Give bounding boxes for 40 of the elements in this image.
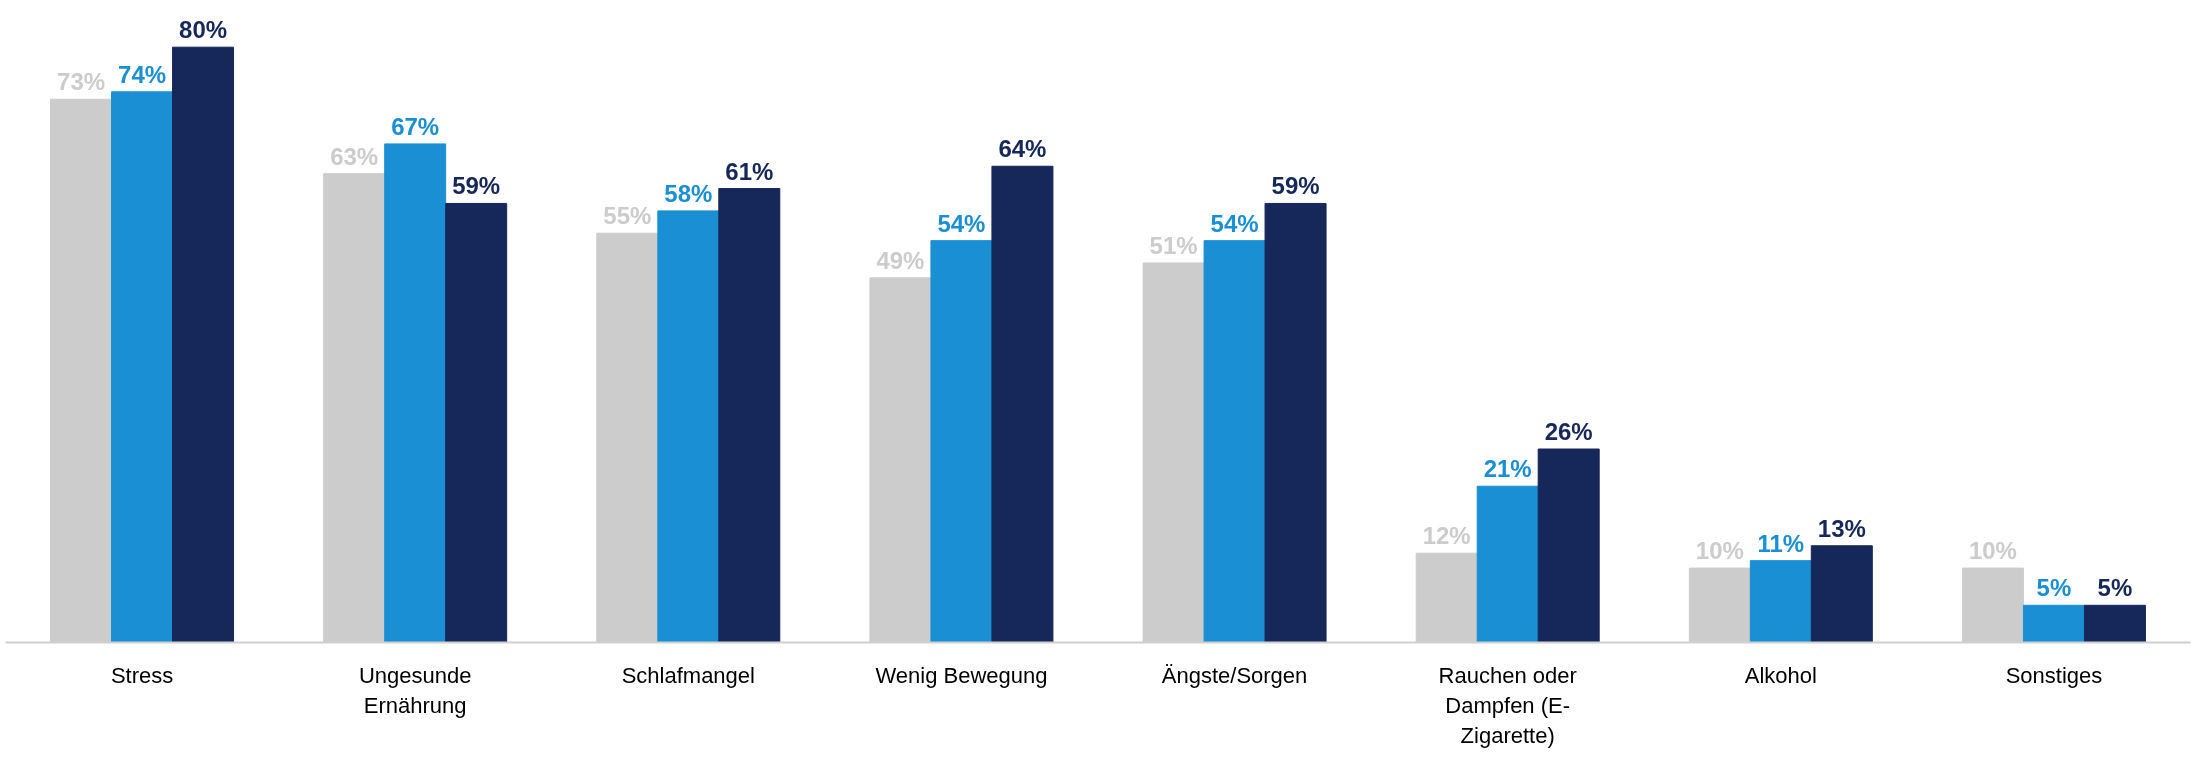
data-label: 54%	[1210, 209, 1259, 237]
data-label: 58%	[664, 179, 713, 207]
x-tick-label: Schlafmangel	[621, 662, 755, 688]
bar	[991, 165, 1054, 643]
x-tick-label: Wenig Bewegung	[875, 662, 1048, 688]
x-tick-label: Ungesunde Ernährung	[358, 662, 472, 718]
bar	[1203, 240, 1266, 643]
data-label: 67%	[391, 112, 440, 140]
data-label: 26%	[1544, 418, 1593, 446]
bar	[111, 91, 174, 643]
bar	[1537, 448, 1600, 643]
bar	[930, 240, 993, 643]
bar	[1810, 545, 1873, 643]
data-label: 11%	[1757, 529, 1805, 557]
bar	[172, 46, 235, 643]
data-label: 54%	[937, 209, 986, 237]
x-tick-label: Sonstiges	[2005, 662, 2103, 688]
data-label: 21%	[1483, 455, 1532, 483]
data-label: 5%	[2036, 574, 2072, 602]
data-label: 59%	[1271, 172, 1320, 200]
x-tick-label: Stress	[110, 662, 174, 688]
bar	[1264, 202, 1327, 643]
data-label: 13%	[1817, 514, 1866, 542]
bar	[2022, 604, 2085, 643]
data-label: 61%	[725, 157, 774, 185]
data-label: 74%	[118, 60, 167, 88]
bar	[2083, 604, 2146, 643]
bar	[718, 188, 781, 643]
bar	[1749, 560, 1812, 643]
data-label: 80%	[179, 16, 228, 44]
x-tick-label: Rauchen oder Dampfen (E-Zigarette)	[1438, 662, 1577, 748]
data-label: 5%	[2097, 574, 2133, 602]
x-tick-label: Alkohol	[1744, 662, 1817, 688]
bar	[384, 143, 447, 643]
bar	[445, 202, 508, 643]
data-label: 59%	[452, 172, 501, 200]
bar	[1476, 485, 1539, 643]
data-label: 64%	[998, 135, 1047, 163]
x-tick-label: Ängste/Sorgen	[1161, 662, 1308, 688]
bar	[657, 210, 720, 643]
